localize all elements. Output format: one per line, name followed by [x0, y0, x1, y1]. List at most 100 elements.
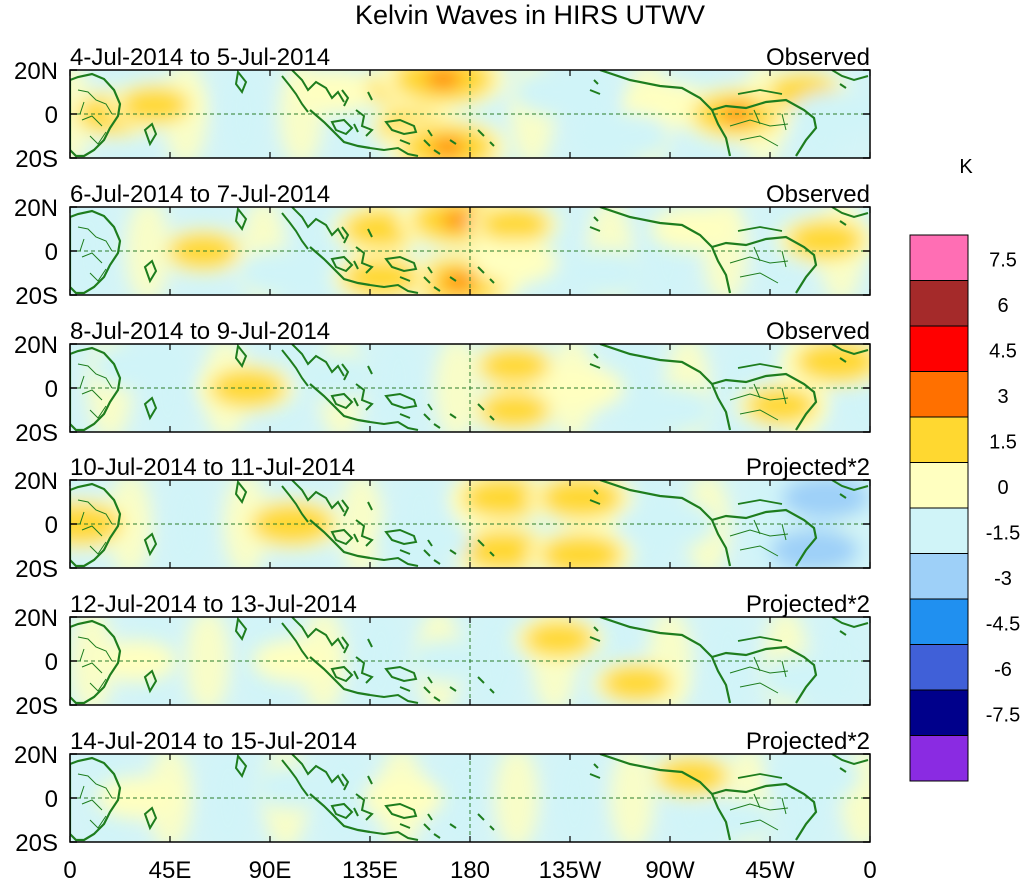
colorbar-label: -1.5	[986, 523, 1020, 545]
anomaly-mark	[119, 87, 190, 123]
anomaly-mark	[462, 480, 545, 518]
background-band	[474, 617, 519, 705]
anomaly-mark	[101, 348, 172, 384]
panel-date-label: 10-Jul-2014 to 11-Jul-2014	[70, 454, 355, 481]
y-tick-label: 20N	[14, 605, 58, 632]
panel-date-label: 8-Jul-2014 to 9-Jul-2014	[70, 318, 330, 345]
y-tick-label: 20S	[15, 146, 58, 173]
colorbar-unit: K	[959, 156, 973, 178]
y-tick-label: 20S	[15, 556, 58, 583]
colorbar-label: 7.5	[989, 250, 1017, 272]
anomaly-mark	[481, 245, 548, 279]
x-tick-label: 135W	[539, 857, 602, 884]
background-band	[705, 617, 750, 705]
background-band	[70, 207, 112, 295]
anomaly-core	[810, 490, 841, 506]
colorbar-label: 0	[997, 477, 1008, 499]
colorbar-label: 6	[997, 295, 1008, 317]
colorbar-label: -7.5	[986, 705, 1020, 727]
panel-type-label: Projected*2	[746, 728, 870, 755]
colorbar-swatch	[909, 507, 969, 554]
colorbar-swatch	[909, 325, 969, 372]
map-panel-2: 20N 0 20S 6-Jul-2014 to 7-Jul-2014 Observed	[14, 181, 871, 310]
anomaly-mark	[635, 506, 705, 542]
colorbar-swatch	[909, 416, 969, 463]
x-tick-label: 180	[450, 857, 490, 884]
x-tick-label: 45W	[745, 857, 795, 884]
anomaly-field	[70, 754, 870, 842]
y-tick-label: 20N	[14, 742, 58, 769]
anomaly-mark	[540, 480, 623, 518]
chart-title: Kelvin Waves in HIRS UTWV	[355, 0, 705, 30]
y-tick-label: 0	[45, 786, 58, 813]
x-tick-label: 0	[63, 857, 76, 884]
panel-type-label: Observed	[766, 318, 870, 345]
anomaly-mark	[779, 758, 850, 794]
anomaly-mark	[787, 221, 864, 259]
colorbar-label: 1.5	[989, 432, 1017, 454]
x-axis: 0 45E 90E 135E 180 135W 90W 45W 0	[63, 857, 876, 884]
map-panel-1: 20N 0 20S 4-Jul-2014 to 5-Jul-2014 Observed	[14, 44, 871, 173]
colorbar-label: -6	[994, 659, 1012, 681]
y-tick-label: 20S	[15, 693, 58, 720]
anomaly-field	[70, 70, 870, 158]
map-panel-3: 20N 0 20S 8-Jul-2014 to 9-Jul-2014 Observed	[14, 318, 871, 447]
anomaly-mark	[390, 523, 461, 560]
colorbar-label: -3	[994, 568, 1012, 590]
y-tick-label: 20S	[15, 420, 58, 447]
colorbar-swatch	[909, 689, 969, 736]
y-tick-label: 0	[45, 649, 58, 676]
panel-date-label: 12-Jul-2014 to 13-Jul-2014	[70, 591, 357, 618]
y-tick-label: 20N	[14, 58, 58, 85]
map-panel-5: 20N 0 20S 12-Jul-2014 to 13-Jul-2014 Project…	[14, 591, 871, 720]
anomaly-mark	[479, 348, 550, 384]
panel-type-label: Projected*2	[746, 454, 870, 481]
anomaly-mark	[601, 665, 672, 701]
y-tick-label: 0	[45, 102, 58, 129]
panel-type-label: Projected*2	[746, 591, 870, 618]
y-tick-label: 20N	[14, 195, 58, 222]
anomaly-mark	[479, 207, 550, 243]
anomaly-core	[425, 70, 461, 88]
x-tick-label: 90W	[645, 857, 695, 884]
anomaly-mark	[568, 255, 639, 291]
y-tick-label: 0	[45, 239, 58, 266]
colorbar-swatch	[909, 462, 969, 509]
anomaly-mark	[462, 530, 545, 568]
y-tick-label: 0	[45, 376, 58, 403]
colorbar-label: -4.5	[986, 614, 1020, 636]
panel-date-label: 14-Jul-2014 to 15-Jul-2014	[70, 728, 357, 755]
anomaly-core	[799, 542, 830, 558]
anomaly-mark	[246, 255, 317, 291]
anomaly-mark	[540, 534, 623, 568]
anomaly-field	[70, 207, 870, 295]
anomaly-core	[442, 212, 476, 229]
colorbar-swatch	[909, 735, 969, 782]
x-tick-label: 90E	[249, 857, 292, 884]
colorbar-swatch	[909, 598, 969, 645]
colorbar-label: 3	[997, 386, 1008, 408]
colorbar-label: 4.5	[989, 341, 1017, 363]
anomaly-mark	[660, 212, 725, 246]
anomaly-mark	[657, 758, 728, 794]
anomaly-mark	[251, 503, 334, 545]
colorbar-swatch	[909, 280, 969, 327]
panel-date-label: 6-Jul-2014 to 7-Jul-2014	[70, 181, 330, 208]
anomaly-mark	[479, 392, 550, 428]
background-band	[185, 617, 230, 705]
panel-type-label: Observed	[766, 181, 870, 208]
map-panel-4: 20N 0 20S 10-Jul-2014 to 11-Jul-2014 Project…	[14, 454, 871, 583]
y-tick-label: 20S	[15, 830, 58, 857]
anomaly-mark	[523, 621, 594, 657]
anomaly-mark	[416, 645, 479, 677]
y-tick-label: 0	[45, 512, 58, 539]
x-tick-label: 135E	[342, 857, 398, 884]
anomaly-mark	[301, 359, 372, 395]
colorbar-swatch	[909, 234, 969, 281]
anomaly-mark	[768, 660, 839, 697]
x-tick-label: 0	[863, 857, 876, 884]
anomaly-field	[70, 344, 870, 432]
y-tick-label: 20N	[14, 332, 58, 359]
